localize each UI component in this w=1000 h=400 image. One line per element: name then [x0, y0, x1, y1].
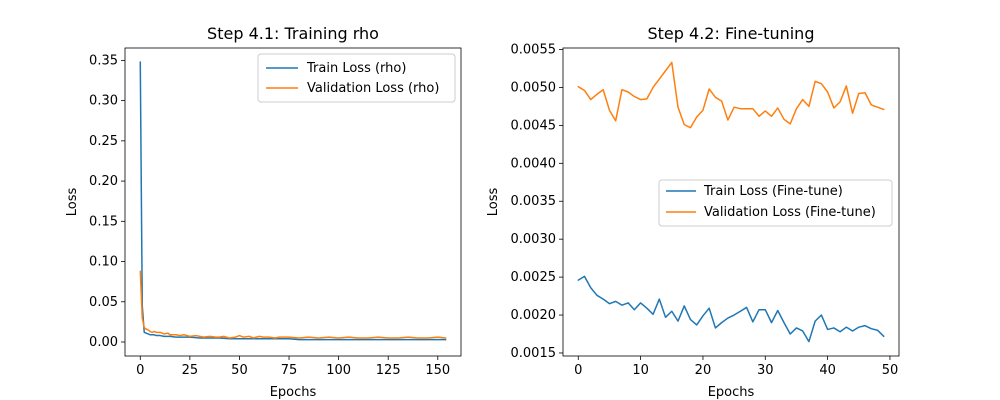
- y-axis-ticks: 0.0015 0.0020 0.0025 0.0030 0.0035 0.0040 0.00…: [511, 43, 563, 361]
- x-tick-label: 50: [231, 363, 248, 378]
- y-tick-label: 0.15: [89, 214, 118, 229]
- chart-fine-tuning: Step 4.2: Fine-tuning 0.0015 0.0020 0.0025…: [486, 24, 900, 400]
- validation-loss-line: [139, 270, 447, 339]
- x-tick-label: 30: [757, 363, 774, 378]
- x-tick-label: 125: [376, 363, 401, 378]
- legend-label-validation: Validation Loss (rho): [307, 81, 439, 96]
- y-tick-label: 0.20: [89, 174, 118, 189]
- y-tick-label: 0.05: [89, 295, 118, 310]
- y-axis-ticks: 0.00 0.05 0.10 0.15 0.20 0.25 0.30 0.35: [89, 53, 125, 350]
- legend: Train Loss (Fine-tune) Validation Loss (…: [658, 179, 893, 227]
- series-lines: [139, 61, 447, 341]
- y-axis-label: Loss: [486, 188, 501, 217]
- y-tick-label: 0.0055: [511, 43, 557, 58]
- x-tick-label: 150: [425, 363, 450, 378]
- y-axis-label: Loss: [65, 188, 80, 217]
- x-tick-label: 10: [632, 363, 649, 378]
- y-tick-label: 0.0020: [511, 308, 557, 323]
- train-loss-line: [577, 275, 885, 343]
- legend-label-train: Train Loss (Fine-tune): [703, 184, 843, 199]
- x-tick-label: 0: [574, 363, 582, 378]
- x-tick-label: 25: [182, 363, 199, 378]
- x-tick-label: 0: [136, 363, 144, 378]
- x-axis-label: Epochs: [270, 385, 317, 400]
- x-tick-label: 100: [326, 363, 351, 378]
- x-axis-ticks: 0 10 20 30 40 50: [574, 356, 898, 378]
- y-tick-label: 0.0040: [511, 156, 557, 171]
- plot-frame: [124, 47, 462, 357]
- y-tick-label: 0.0025: [511, 270, 557, 285]
- legend-label-train: Train Loss (rho): [306, 61, 406, 76]
- y-tick-label: 0.10: [89, 255, 118, 270]
- series-lines: [577, 61, 885, 343]
- train-loss-line: [139, 61, 447, 341]
- legend-label-validation: Validation Loss (Fine-tune): [704, 205, 876, 220]
- y-tick-label: 0.00: [89, 335, 118, 350]
- legend-box: [257, 53, 456, 103]
- legend-box: [658, 179, 893, 227]
- legend: Train Loss (rho) Validation Loss (rho): [257, 53, 456, 103]
- y-tick-label: 0.0035: [511, 194, 557, 209]
- y-tick-label: 0.25: [89, 134, 118, 149]
- x-axis-label: Epochs: [708, 385, 755, 400]
- chart-training-rho: Step 4.1: Training rho 0.000.050.100.150…: [65, 24, 462, 400]
- x-tick-label: 40: [819, 363, 836, 378]
- chart-title: Step 4.1: Training rho: [207, 24, 379, 43]
- x-tick-label: 20: [695, 363, 712, 378]
- x-axis-ticks: 0 25 50 75 100 125 150: [136, 356, 450, 378]
- x-tick-label: 50: [882, 363, 899, 378]
- validation-loss-line: [577, 61, 885, 129]
- plot-frame: [562, 47, 900, 357]
- y-tick-label: 0.0045: [511, 118, 557, 133]
- y-tick-label: 0.0030: [511, 232, 557, 247]
- chart-title: Step 4.2: Fine-tuning: [648, 24, 815, 43]
- y-tick-label: 0.0015: [511, 346, 557, 361]
- y-tick-label: 0.0050: [511, 80, 557, 95]
- y-tick-label: 0.35: [89, 53, 118, 68]
- x-tick-label: 75: [281, 363, 298, 378]
- y-tick-label: 0.30: [89, 94, 118, 109]
